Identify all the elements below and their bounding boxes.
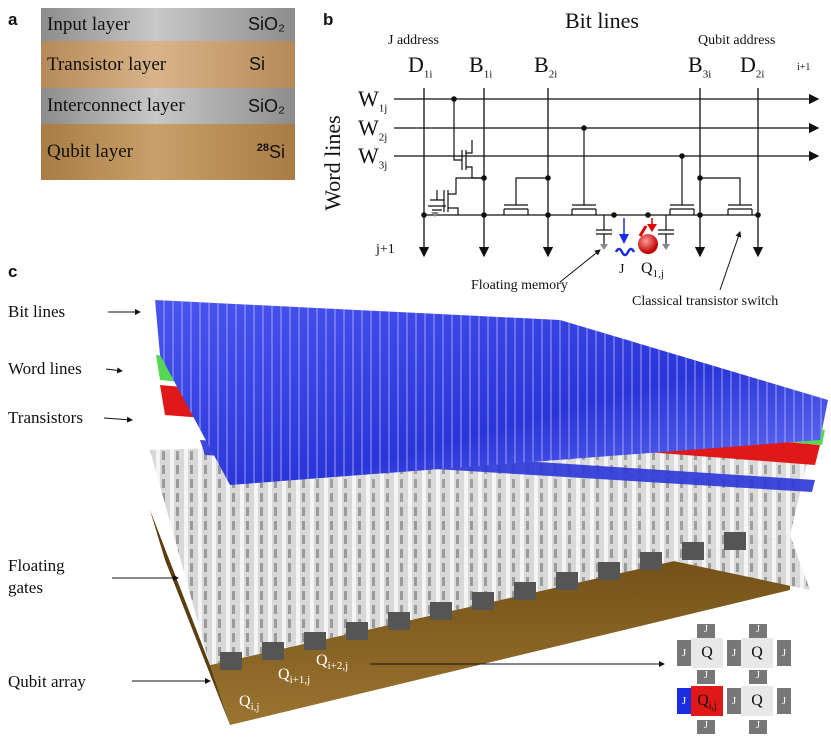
bit-line-wires [418, 88, 764, 258]
column-label-d2i: D2i [740, 52, 765, 81]
qubit-address-label: Qubit address [698, 33, 776, 48]
grid-j: J [727, 640, 741, 666]
column-label-b3i: B3i [688, 52, 712, 81]
interconnect-layer: Interconnect layer SiO₂ [41, 88, 295, 124]
grid-j: J [677, 640, 691, 666]
grid-j: J [749, 670, 767, 684]
grid-j: J [749, 624, 767, 638]
i-plus-1-label: i+1 [797, 62, 811, 73]
qubit-grid-inset: J J J Q J Q J J J J Qi,j J Q J J J [677, 624, 797, 742]
grid-j: J [697, 624, 715, 638]
grid-j: J [749, 720, 767, 734]
column-label-d1i: D1i [408, 52, 433, 81]
interconnect-layer-material: SiO₂ [248, 95, 285, 116]
j-label: J [619, 262, 625, 277]
layer-stack: Input layer SiO₂ Transistor layer Si Int… [41, 8, 295, 180]
floating-memory-label: Floating memory [471, 278, 568, 293]
grid-j: J [697, 720, 715, 734]
qubit-layer-name: Qubit layer [47, 141, 134, 162]
qubit-sphere-icon [638, 234, 658, 254]
side-label-floating-gates-1: Floating [8, 556, 65, 575]
qubit-label-i1j: Qi+1,j [278, 666, 311, 687]
circuit-diagram [394, 88, 820, 291]
input-layer-name: Input layer [47, 13, 130, 35]
input-layer: Input layer SiO₂ [41, 8, 295, 41]
qubit-1j-label: Q1,j [641, 260, 664, 281]
side-label-floating-gates-2: gates [8, 578, 43, 597]
grid-q: Q [741, 686, 773, 716]
grid-j: J [697, 670, 715, 684]
transistor-symbols [428, 99, 753, 244]
j-address-label: J address [388, 33, 439, 48]
panel-c-label: c [8, 262, 18, 281]
row-label-w2j: W2j [358, 115, 388, 144]
qubit-label-i2j: Qi+2,j [316, 652, 349, 673]
chip-3d-render [150, 300, 828, 725]
side-label-qubit-array: Qubit array [8, 672, 86, 691]
j-coupler-icon [614, 247, 636, 257]
qubit-layer-isotope: 28 [256, 141, 269, 154]
row-label-w3j: W3j [358, 143, 388, 172]
grid-q: Q [691, 638, 723, 668]
row-label-w1j: W1j [358, 86, 388, 115]
grid-q-active: Qi,j [691, 686, 723, 716]
transistor-layer-name: Transistor layer [47, 53, 167, 75]
word-line-wires [394, 93, 820, 162]
side-label-transistors: Transistors [8, 408, 83, 427]
side-label-bit-lines: Bit lines [8, 302, 66, 321]
bit-lines-title: Bit lines [565, 8, 639, 33]
transistor-layer: Transistor layer Si [41, 41, 295, 88]
transistor-layer-material: Si [248, 54, 265, 74]
interconnect-layer-name: Interconnect layer [47, 95, 185, 116]
qubit-layer-element: Si [268, 141, 285, 162]
qubit-label-ij: Qi,j [239, 693, 260, 714]
panel-a-label: a [8, 10, 18, 29]
panel-b-label: b [323, 10, 334, 29]
grid-j: J [777, 640, 791, 666]
column-label-b1i: B1i [469, 52, 493, 81]
j-plus-1-label: j+1 [376, 242, 395, 257]
column-label-b2i: B2i [534, 52, 558, 81]
grid-j: J [777, 688, 791, 714]
grid-j-active: J [677, 688, 691, 714]
side-label-word-lines: Word lines [8, 359, 82, 378]
qubit-layer: Qubit layer 28Si [41, 124, 295, 180]
transistor-switch-label: Classical transistor switch [632, 294, 779, 309]
qubit-layer-material: 28Si [257, 142, 285, 163]
grid-q: Q [741, 638, 773, 668]
input-layer-material: SiO₂ [248, 14, 285, 34]
grid-j: J [727, 688, 741, 714]
